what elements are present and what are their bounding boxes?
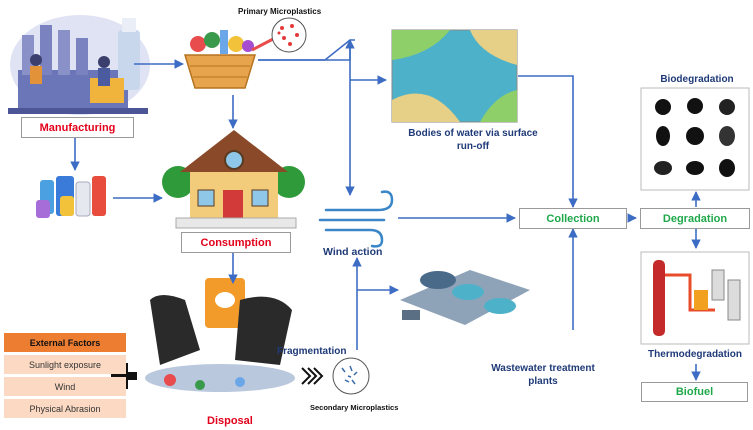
biodegradation-panel xyxy=(640,87,750,191)
consumption-box: Consumption xyxy=(181,232,291,253)
basket-icon xyxy=(183,30,257,89)
external-factors-header: External Factors xyxy=(4,333,126,352)
biofuel-label: Biofuel xyxy=(675,386,714,398)
fragmentation-label: Fragmentation xyxy=(277,346,347,357)
manufacturing-label: Manufacturing xyxy=(39,121,116,134)
plus-icon xyxy=(111,363,137,389)
collection-label: Collection xyxy=(546,212,600,225)
biofuel-box: Biofuel xyxy=(641,382,748,402)
biodegradation-label: Biodegradation xyxy=(660,74,734,85)
manufacturing-box: Manufacturing xyxy=(21,117,134,138)
bottles-icon xyxy=(36,176,106,218)
wind-icon xyxy=(318,190,394,248)
wastewater-plant-icon xyxy=(400,270,530,325)
secondary-microplastics-label: Secondary Microplastics xyxy=(310,403,399,412)
wastewater-label: Wastewater treatment plants xyxy=(491,363,595,387)
disposal-label: Disposal xyxy=(207,415,253,427)
degradation-label: Degradation xyxy=(662,212,728,225)
wind-action-label: Wind action xyxy=(323,246,383,258)
factor-sunlight: Sunlight exposure xyxy=(4,355,126,374)
house-icon xyxy=(162,130,305,229)
factor-physical-abrasion: Physical Abrasion xyxy=(4,399,126,418)
factor-wind: Wind xyxy=(4,377,126,396)
chevrons-icon xyxy=(301,367,324,385)
degradation-box: Degradation xyxy=(640,208,750,229)
secondary-microplastics-icon xyxy=(332,357,370,395)
consumption-label: Consumption xyxy=(200,236,272,249)
bodies-of-water-label: Bodies of water via surface run-off xyxy=(408,128,538,152)
collection-box: Collection xyxy=(519,208,627,229)
water-body-icon xyxy=(391,29,518,123)
thermodegradation-label: Thermodegradation xyxy=(648,349,742,360)
flow-arrows xyxy=(70,39,701,381)
primary-microplastics-icon xyxy=(251,17,307,53)
factory-icon xyxy=(8,15,150,115)
trash-pile-icon xyxy=(145,278,295,392)
primary-microplastics-label: Primary Microplastics xyxy=(238,7,322,16)
thermodegradation-panel xyxy=(640,251,750,345)
